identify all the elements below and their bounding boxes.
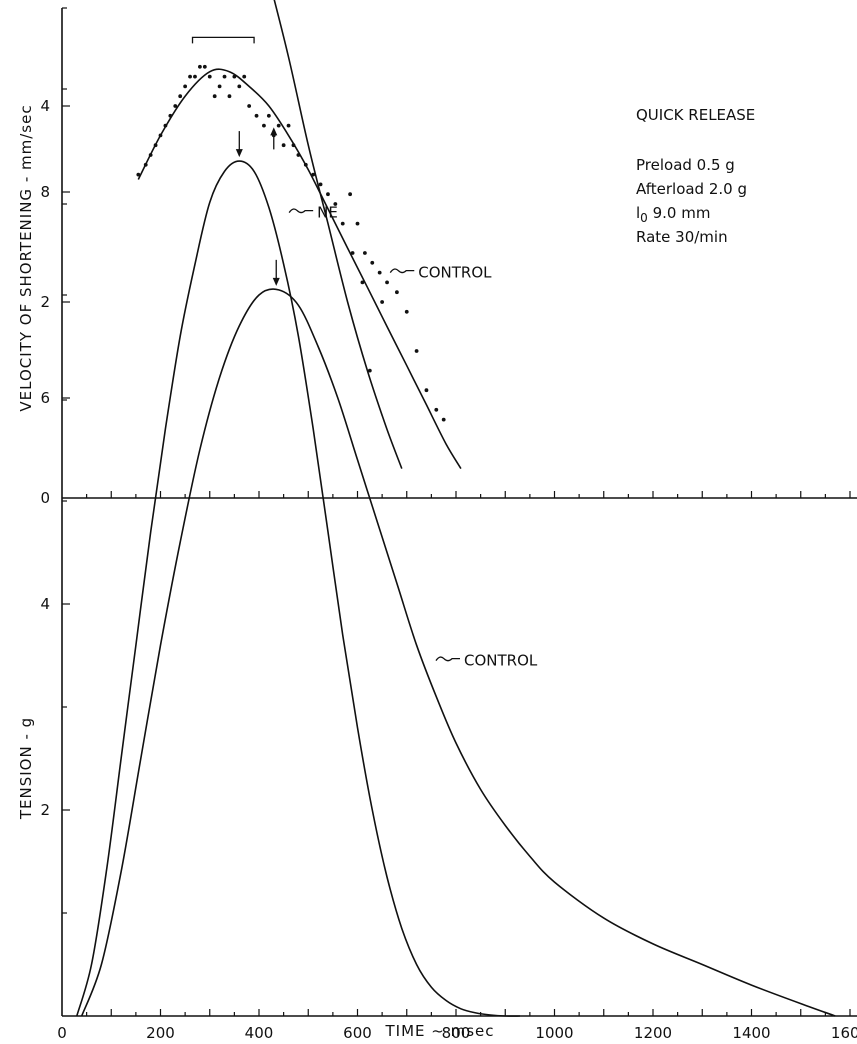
ne-tension-leader-icon <box>288 208 314 214</box>
length-subscript: 0 <box>640 211 648 225</box>
time-x-tick-label: 200 <box>146 1024 175 1042</box>
control-velocity-point <box>173 104 178 108</box>
control-velocity-point <box>367 368 372 373</box>
velocity-panel: 0 2 4 6 8 NE CONTROL <box>40 0 857 507</box>
control-velocity-point <box>424 388 429 393</box>
control-velocity-point <box>227 94 232 99</box>
time-x-tick-label: 400 <box>245 1024 274 1042</box>
arrow-down-head-icon <box>272 277 280 286</box>
length-symbol: l <box>636 204 640 222</box>
tension-y-tick-label: 8 <box>40 183 50 201</box>
control-velocity-point <box>193 74 197 79</box>
control-velocity-point <box>385 280 389 285</box>
time-x-tick-label: 1200 <box>634 1024 672 1042</box>
length-value: 9.0 mm <box>648 204 711 222</box>
length-note: l0 9.0 mm <box>636 204 710 225</box>
time-x-tick-label: 1400 <box>732 1024 770 1042</box>
velocity-y-tick-label: 2 <box>40 293 50 311</box>
control-velocity-point <box>286 123 291 128</box>
time-x-tick-label: 1000 <box>535 1024 573 1042</box>
control-velocity-point <box>136 172 141 177</box>
velocity-y-axis-label: VELOCITY OF SHORTENING - mm/sec <box>17 104 35 411</box>
control-velocity-point <box>198 64 202 69</box>
control-velocity-point <box>333 202 338 206</box>
arrow-down-head-icon <box>235 149 243 158</box>
control-velocity-point <box>247 104 252 108</box>
preload-note: Preload 0.5 g <box>636 156 735 174</box>
control-velocity-point <box>266 113 271 118</box>
control-tension-line <box>80 288 836 1017</box>
control-velocity-point <box>212 94 217 99</box>
control-velocity-point <box>414 349 419 353</box>
control-velocity-point <box>207 74 212 79</box>
control-velocity-point <box>262 123 266 128</box>
control-velocity-point <box>276 123 281 128</box>
control-velocity-point <box>350 251 355 255</box>
ne-velocity-fit-line <box>273 0 403 469</box>
control-velocity-point <box>355 221 360 226</box>
control-velocity-fit-line <box>137 68 462 470</box>
rate-note: Rate 30/min <box>636 228 728 246</box>
velocity-y-tick-label: 0 <box>40 489 50 507</box>
control-velocity-point <box>254 113 259 118</box>
control-velocity-point <box>183 84 188 89</box>
control-velocity-point <box>188 74 192 79</box>
time-x-tick-label: 0 <box>57 1024 67 1042</box>
tension-y-tick-label: 2 <box>40 801 50 819</box>
control-velocity-point <box>281 143 286 148</box>
ne-tension-label: NE <box>317 204 338 222</box>
control-velocity-point <box>362 251 367 255</box>
control-velocity-point <box>326 192 330 197</box>
control-tension-label: CONTROL <box>464 652 538 670</box>
control-velocity-point <box>237 84 242 89</box>
peak-interval-bracket <box>191 36 255 44</box>
control-velocity-point <box>348 192 353 197</box>
control-tension-leader-icon <box>435 656 460 662</box>
control-velocity-point <box>217 84 222 89</box>
tension-y-tick-label: 6 <box>40 389 50 407</box>
ne-tension-line <box>76 160 521 1017</box>
control-velocity-point <box>178 94 183 99</box>
control-velocity-point <box>360 280 365 285</box>
control-velocity-point <box>340 221 345 226</box>
control-velocity-point <box>395 290 399 295</box>
time-x-axis-label: TIME ~ msec <box>384 1022 494 1040</box>
time-x-tick-label: 800 <box>442 1024 471 1042</box>
control-velocity-point <box>441 417 446 422</box>
tension-panel: 246802004006008001000120014001600NECONTR… <box>40 88 857 1042</box>
velocity-y-tick-label: 4 <box>40 97 50 115</box>
arrow-up-head-icon <box>270 127 278 136</box>
control-velocity-point <box>370 260 375 265</box>
control-velocity-point <box>242 74 247 79</box>
time-x-tick-label: 1600 <box>831 1024 857 1042</box>
quick-release-title: QUICK RELEASE <box>636 106 755 124</box>
control-velocity-leader-icon <box>389 268 415 274</box>
control-velocity-point <box>222 74 227 79</box>
tension-y-tick-label: 4 <box>40 595 50 613</box>
control-velocity-point <box>380 300 385 304</box>
tension-y-axis-label: TENSION - g <box>17 717 35 820</box>
control-velocity-point <box>202 64 207 69</box>
control-velocity-point <box>318 182 323 187</box>
time-x-tick-label: 600 <box>343 1024 372 1042</box>
afterload-note: Afterload 2.0 g <box>636 180 747 198</box>
control-velocity-point <box>434 407 439 412</box>
control-velocity-label: CONTROL <box>418 264 492 282</box>
control-velocity-point <box>404 309 409 314</box>
control-velocity-point <box>377 270 382 275</box>
